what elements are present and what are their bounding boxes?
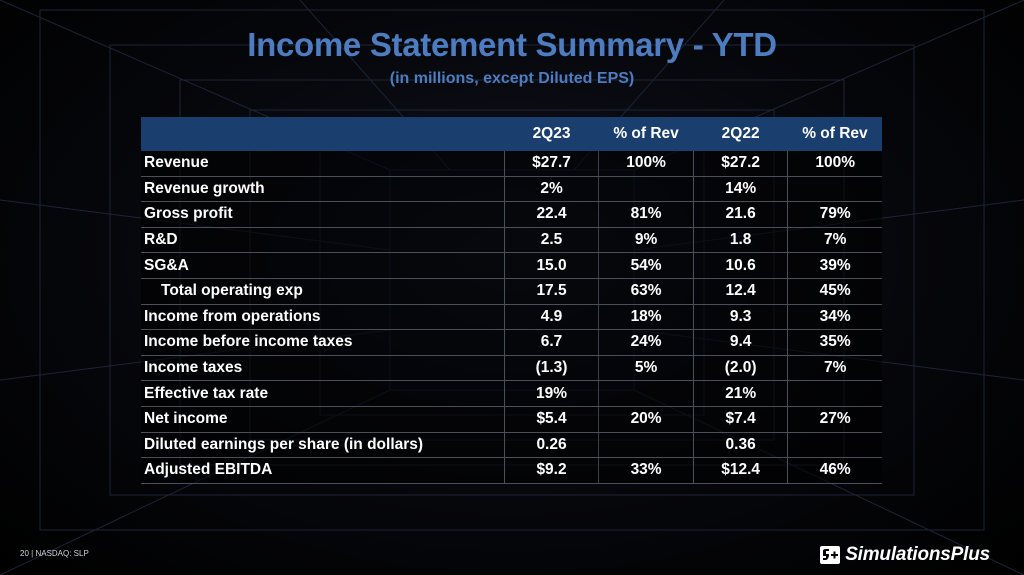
ticker-label: NASDAQ: SLP xyxy=(35,549,89,558)
cell-2q23-pct xyxy=(598,432,694,459)
cell-2q23: 22.4 xyxy=(503,201,599,228)
company-logo: SimulationsPlus xyxy=(820,544,990,566)
cell-2q23-pct: 20% xyxy=(598,406,694,433)
table-header-row: 2Q23 % of Rev 2Q22 % of Rev xyxy=(141,117,882,151)
cell-2q22-pct: 45% xyxy=(787,278,882,305)
cell-2q22-pct: 100% xyxy=(787,151,882,177)
table-row: Adjusted EBITDA $9.2 33% $12.4 46% xyxy=(141,457,882,484)
row-label: R&D xyxy=(141,227,505,254)
cell-2q22: 14% xyxy=(692,176,789,203)
cell-2q22-pct xyxy=(787,176,882,203)
cell-2q22: 0.36 xyxy=(692,432,789,459)
cell-2q22-pct: 34% xyxy=(787,304,882,331)
row-label: Adjusted EBITDA xyxy=(141,457,505,484)
cell-2q23-pct: 54% xyxy=(598,252,694,279)
simulations-plus-logo-icon xyxy=(820,546,841,564)
row-label: Income before income taxes xyxy=(141,329,505,356)
footer-separator: | xyxy=(31,549,34,558)
row-label: Gross profit xyxy=(141,201,505,228)
cell-2q23-pct: 33% xyxy=(598,457,694,484)
cell-2q23: (1.3) xyxy=(503,355,599,382)
row-label: Income from operations xyxy=(141,304,505,331)
cell-2q22-pct xyxy=(787,380,882,407)
cell-2q22-pct: 7% xyxy=(787,355,882,382)
cell-2q23: 2% xyxy=(503,176,599,203)
cell-2q23-pct xyxy=(598,380,694,407)
cell-2q22: 12.4 xyxy=(692,278,789,305)
cell-2q22: 21% xyxy=(692,380,789,407)
cell-2q22-pct: 39% xyxy=(787,252,882,279)
table-row: Revenue growth 2% 14% xyxy=(141,176,882,203)
table-row: Net income $5.4 20% $7.4 27% xyxy=(141,406,882,433)
cell-2q22-pct: 79% xyxy=(787,201,882,228)
cell-2q23: $27.7 xyxy=(503,151,599,177)
row-label: Revenue growth xyxy=(141,176,505,203)
cell-2q22: 21.6 xyxy=(692,201,789,228)
table-row: R&D 2.5 9% 1.8 7% xyxy=(141,227,882,254)
table-row: Total operating exp 17.5 63% 12.4 45% xyxy=(141,278,882,305)
cell-2q22: $7.4 xyxy=(692,406,789,433)
table-row: Income from operations 4.9 18% 9.3 34% xyxy=(141,304,882,331)
slide-title: Income Statement Summary - YTD xyxy=(247,26,777,63)
cell-2q23-pct: 24% xyxy=(598,329,694,356)
table-row: Gross profit 22.4 81% 21.6 79% xyxy=(141,201,882,228)
cell-2q23-pct: 18% xyxy=(598,304,694,331)
slide-footer: 20 | NASDAQ: SLP xyxy=(20,549,89,558)
slide-subtitle: (in millions, except Diluted EPS) xyxy=(389,70,635,87)
cell-2q23: 19% xyxy=(503,380,599,407)
cell-2q22: 9.4 xyxy=(692,329,789,356)
table-row: Income taxes (1.3) 5% (2.0) 7% xyxy=(141,355,882,382)
cell-2q22: $27.2 xyxy=(692,151,789,177)
header-2q23-pct: % of Rev xyxy=(598,117,694,151)
cell-2q23: 4.9 xyxy=(503,304,599,331)
income-statement-table: 2Q23 % of Rev 2Q22 % of Rev Revenue $27.… xyxy=(141,117,882,484)
row-label: Net income xyxy=(141,406,505,433)
cell-2q23: 0.26 xyxy=(503,432,599,459)
table-row: Effective tax rate 19% 21% xyxy=(141,380,882,407)
cell-2q23-pct xyxy=(598,176,694,203)
cell-2q22: 1.8 xyxy=(692,227,789,254)
cell-2q23: 15.0 xyxy=(503,252,599,279)
cell-2q23-pct: 9% xyxy=(598,227,694,254)
cell-2q23: 17.5 xyxy=(503,278,599,305)
header-2q22: 2Q22 xyxy=(693,117,788,151)
table-row: Revenue $27.7 100% $27.2 100% xyxy=(141,151,882,177)
header-2q22-pct: % of Rev xyxy=(787,117,882,151)
cell-2q22: $12.4 xyxy=(692,457,789,484)
row-label: Income taxes xyxy=(141,355,505,382)
cell-2q23: 6.7 xyxy=(503,329,599,356)
page-number: 20 xyxy=(20,549,29,558)
cell-2q23-pct: 81% xyxy=(598,201,694,228)
cell-2q23-pct: 5% xyxy=(598,355,694,382)
cell-2q23: $9.2 xyxy=(503,457,599,484)
cell-2q23: 2.5 xyxy=(503,227,599,254)
row-label: Revenue xyxy=(141,151,505,177)
cell-2q23: $5.4 xyxy=(503,406,599,433)
cell-2q22-pct: 7% xyxy=(787,227,882,254)
cell-2q22: (2.0) xyxy=(692,355,789,382)
cell-2q23-pct: 63% xyxy=(598,278,694,305)
row-label: Total operating exp xyxy=(141,278,505,305)
row-label: Effective tax rate xyxy=(141,380,505,407)
cell-2q22: 9.3 xyxy=(692,304,789,331)
row-label: SG&A xyxy=(141,252,505,279)
header-label-col xyxy=(141,117,505,151)
cell-2q22: 10.6 xyxy=(692,252,789,279)
table-row: SG&A 15.0 54% 10.6 39% xyxy=(141,252,882,279)
header-2q23: 2Q23 xyxy=(504,117,599,151)
row-label: Diluted earnings per share (in dollars) xyxy=(141,432,505,459)
cell-2q22-pct: 27% xyxy=(787,406,882,433)
logo-text: SimulationsPlus xyxy=(845,544,990,565)
cell-2q22-pct: 46% xyxy=(787,457,882,484)
table-row: Income before income taxes 6.7 24% 9.4 3… xyxy=(141,329,882,356)
table-row: Diluted earnings per share (in dollars) … xyxy=(141,432,882,459)
cell-2q23-pct: 100% xyxy=(598,151,694,177)
cell-2q22-pct: 35% xyxy=(787,329,882,356)
cell-2q22-pct xyxy=(787,432,882,459)
